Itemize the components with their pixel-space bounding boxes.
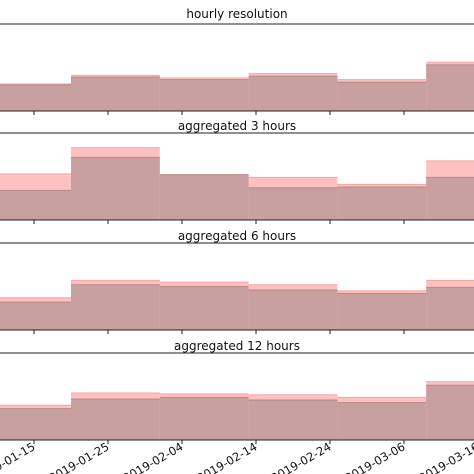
step-segment (159, 174, 249, 220)
panel-hourly-resolution: hourly resolution (186, 7, 287, 21)
step-segment (0, 302, 71, 330)
step-segment (426, 64, 474, 111)
x-axis-ticks: 2019-01-15 2019-01-25 2019-02-04 2019-02-14… (0, 439, 474, 474)
step-segment (248, 76, 338, 111)
step-segment (159, 397, 249, 440)
step-segment (71, 399, 160, 440)
panel-title: aggregated 3 hours (178, 119, 296, 133)
step-segment (248, 289, 338, 330)
panel-aggregated-3-hours: aggregated 3 hours (178, 119, 296, 133)
step-segment (337, 402, 427, 440)
x-tick-label: 2019-02-24 (269, 439, 334, 474)
panel-title: aggregated 12 hours (174, 339, 300, 353)
plot-panel-3 (0, 352, 474, 444)
step-segment (426, 177, 474, 220)
series-1 (0, 284, 474, 330)
x-tick-label: 2019-02-04 (121, 439, 186, 474)
plot-panel-1 (0, 132, 474, 224)
step-segment (0, 190, 71, 220)
step-segment (71, 77, 160, 111)
plot-areas (0, 23, 474, 444)
series-1 (0, 384, 474, 440)
plot-panel-0 (0, 23, 474, 115)
step-segment (337, 293, 427, 330)
step-segment (248, 399, 338, 440)
step-segment (337, 82, 427, 111)
x-tick-label: 2019-03-06 (343, 439, 408, 474)
series-1 (0, 156, 474, 220)
plot-panel-2 (0, 242, 474, 334)
x-tick-label: 2019-03-16 (417, 439, 474, 474)
panel-aggregated-12-hours: aggregated 12 hours (174, 339, 300, 353)
x-tick-label: 2019-01-25 (47, 439, 112, 474)
panel-title: hourly resolution (186, 7, 287, 21)
step-segment (71, 284, 160, 330)
step-segment (0, 84, 71, 111)
step-segment (248, 187, 338, 220)
series-1 (0, 64, 474, 111)
panel-aggregated-6-hours: aggregated 6 hours (178, 229, 296, 243)
step-segment (337, 186, 427, 220)
x-tick-label: 2019-02-14 (195, 439, 260, 474)
step-segment (426, 385, 474, 440)
step-segment (71, 157, 160, 220)
x-tick-label: 2019-01-15 (0, 439, 37, 474)
panel-title: aggregated 6 hours (178, 229, 296, 243)
step-segment (0, 408, 71, 440)
step-segment (426, 287, 474, 330)
step-segment (159, 286, 249, 330)
step-segment (159, 79, 249, 111)
